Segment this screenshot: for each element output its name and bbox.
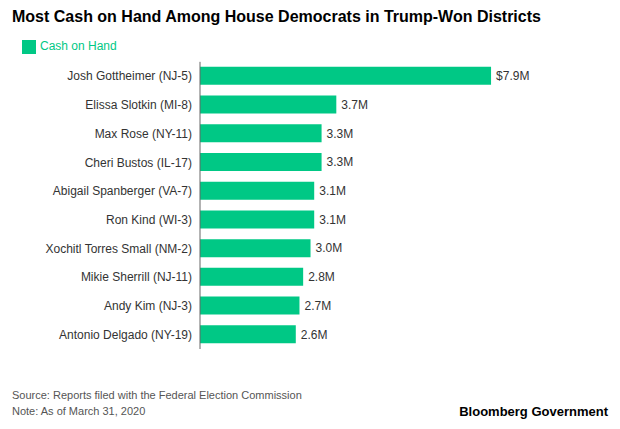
html-text:Cash on Hand: Cash on Hand (40, 39, 117, 53)
svg-text:2.8M: 2.8M (308, 270, 335, 284)
svg-text:Cheri Bustos (IL-17): Cheri Bustos (IL-17) (85, 156, 192, 170)
html-text:Most Cash on Hand Among House: Most Cash on Hand Among House Democrats … (12, 8, 541, 25)
svg-text:Mikie Sherrill (NJ-11): Mikie Sherrill (NJ-11) (81, 270, 192, 284)
html-text:Source: Reports filed with the: Source: Reports filed with the Federal E… (12, 389, 302, 401)
svg-text:Max Rose (NY-11): Max Rose (NY-11) (95, 127, 192, 141)
svg-text:Ron Kind (WI-3): Ron Kind (WI-3) (106, 213, 192, 227)
svg-text:3.7M: 3.7M (341, 98, 368, 112)
svg-text:2.7M: 2.7M (304, 299, 331, 313)
svg-text:3.1M: 3.1M (319, 213, 346, 227)
svg-text:Elissa Slotkin (MI-8): Elissa Slotkin (MI-8) (85, 98, 192, 112)
html-text:Note: As of March 31, 2020: Note: As of March 31, 2020 (12, 405, 146, 417)
svg-text:Xochitl Torres Small (NM-2): Xochitl Torres Small (NM-2) (46, 242, 192, 256)
svg-text:2.6M: 2.6M (301, 328, 328, 342)
svg-text:3.0M: 3.0M (316, 241, 343, 255)
svg-text:3.3M: 3.3M (327, 155, 354, 169)
html-text:Bloomberg Government: Bloomberg Government (459, 404, 608, 419)
svg-text:Abigail Spanberger (VA-7): Abigail Spanberger (VA-7) (53, 184, 192, 198)
svg-text:Antonio Delgado (NY-19): Antonio Delgado (NY-19) (59, 328, 192, 342)
svg-text:3.3M: 3.3M (327, 127, 354, 141)
svg-text:$7.9M: $7.9M (496, 69, 529, 83)
svg-text:Andy Kim (NJ-3): Andy Kim (NJ-3) (104, 299, 192, 313)
svg-text:3.1M: 3.1M (319, 184, 346, 198)
svg-text:Josh Gottheimer (NJ-5): Josh Gottheimer (NJ-5) (67, 69, 192, 83)
